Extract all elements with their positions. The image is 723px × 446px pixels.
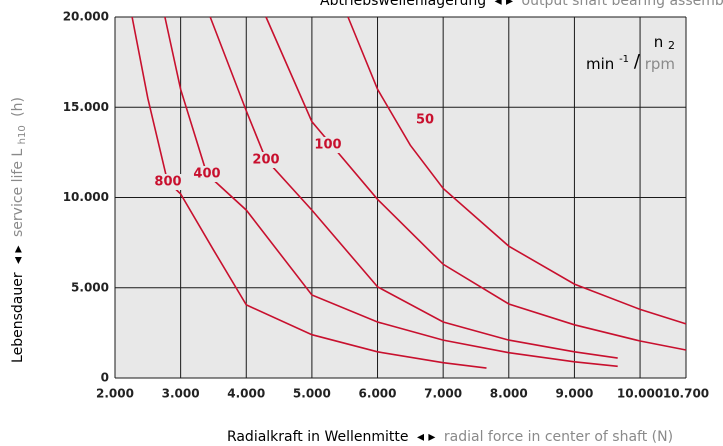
curve-label-bg xyxy=(252,152,280,168)
curve xyxy=(347,16,687,325)
x-tick-label: 10.700 xyxy=(663,387,709,401)
curve-label-bg xyxy=(415,112,435,128)
curve-labels: 50 100 200 400 800 xyxy=(154,112,435,190)
x-tick-label: 9.000 xyxy=(555,387,593,401)
curve-label-bg xyxy=(154,174,182,190)
x-tick-label: 8.000 xyxy=(490,387,528,401)
curve-label: 400 xyxy=(193,167,220,182)
curve-label: 50 xyxy=(416,113,434,128)
y-label-en: service life L xyxy=(10,149,26,237)
legend-n: n xyxy=(654,33,664,51)
x-label-de: Radialkraft in Wellenmitte xyxy=(227,429,409,445)
y-tick-label: 5.000 xyxy=(71,280,109,294)
y-label-sub: h10 xyxy=(17,125,28,144)
x-tick-label: 7.000 xyxy=(424,387,462,401)
title-sep: ◂ ▸ xyxy=(495,0,514,9)
ticks: 0 5.000 10.000 15.000 20.000 2.000 3.000 4.000 5… xyxy=(63,10,709,401)
x-label-sep: ◂ ▸ xyxy=(417,429,436,445)
y-tick-label: 0 xyxy=(101,371,109,385)
x-tick-label: 5.000 xyxy=(293,387,331,401)
title-en: output shaft bearing assembly xyxy=(522,0,723,9)
x-tick-label: 4.000 xyxy=(227,387,265,401)
x-label-en: radial force in center of shaft (N) xyxy=(444,429,673,445)
curve-label: 200 xyxy=(252,153,279,168)
curve xyxy=(131,16,487,369)
y-tick-label: 20.000 xyxy=(63,10,109,24)
y-label-de: Lebensdauer xyxy=(10,272,26,363)
x-tick-label: 3.000 xyxy=(162,387,200,401)
y-tick-label: 15.000 xyxy=(63,100,109,114)
legend-min: min xyxy=(586,55,614,73)
legend-rpm: rpm xyxy=(645,55,675,73)
legend-n-sub: 2 xyxy=(668,39,675,52)
curves xyxy=(131,16,687,369)
curve xyxy=(209,16,618,359)
x-tick-label: 2.000 xyxy=(96,387,134,401)
legend-unit: min -1 / rpm xyxy=(586,50,675,73)
curve-label: 800 xyxy=(154,175,181,190)
y-tick-label: 10.000 xyxy=(63,190,109,204)
legend-symbol: n 2 xyxy=(654,33,675,53)
legend-exp: -1 xyxy=(619,54,629,65)
y-axis-label: Lebensdauer ◂ ▸ service life L h10 (h) xyxy=(10,97,30,363)
grid xyxy=(114,16,687,379)
x-axis-label: Radialkraft in Wellenmitte ◂ ▸ radial fo… xyxy=(227,429,673,445)
y-label-unit: (h) xyxy=(10,97,26,117)
curve-label-bg xyxy=(193,166,221,182)
y-label-sep: ◂ ▸ xyxy=(10,245,26,264)
legend-slash: / xyxy=(634,51,641,72)
x-tick-label: 10.000 xyxy=(617,387,663,401)
curve-label-bg xyxy=(314,137,342,153)
curve-label: 100 xyxy=(314,138,341,153)
x-tick-label: 6.000 xyxy=(359,387,397,401)
curve xyxy=(265,16,687,351)
title-de: Abtriebswellenlagerung xyxy=(320,0,486,9)
curve xyxy=(164,16,618,368)
chart-title: Abtriebswellenlagerung ◂ ▸ output shaft … xyxy=(320,0,723,9)
